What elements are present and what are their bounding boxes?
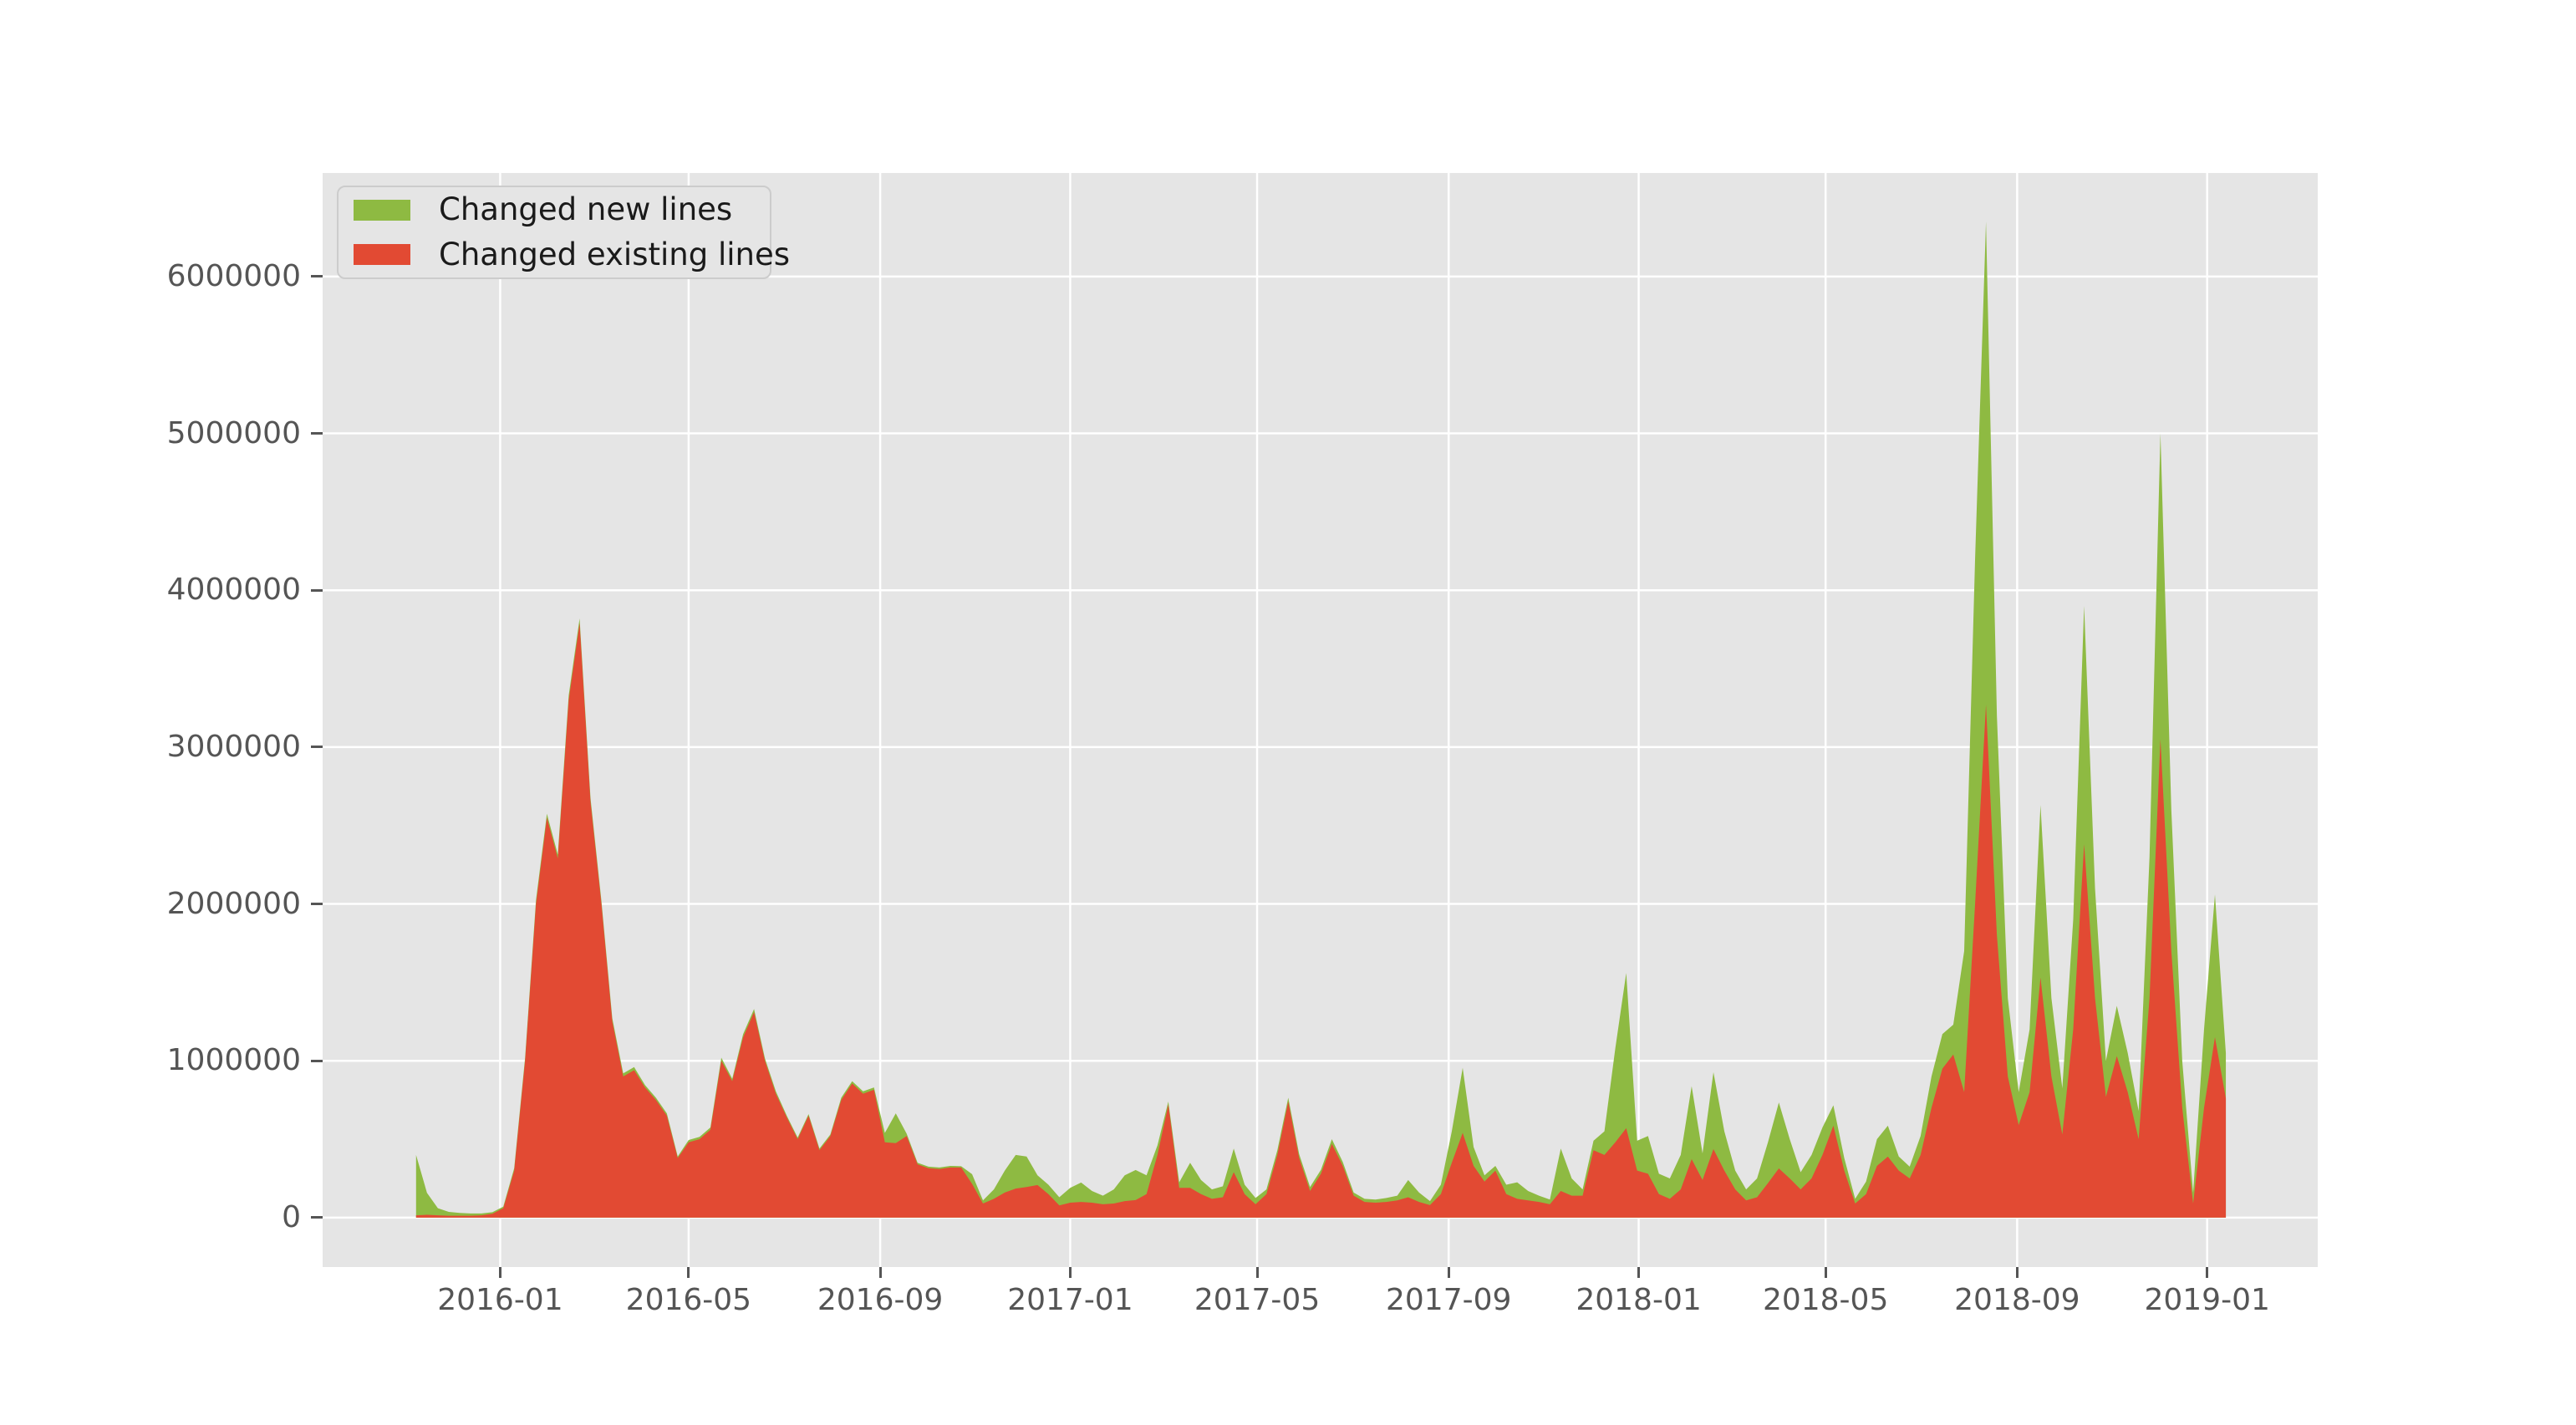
x-tick-mark bbox=[2015, 1267, 2019, 1278]
legend: Changed new lines Changed existing lines bbox=[337, 186, 790, 279]
x-tick-mark bbox=[687, 1267, 690, 1278]
x-tick-mark bbox=[1824, 1267, 1827, 1278]
area-existing-lines bbox=[415, 623, 2227, 1218]
x-tick-label: 2016-05 bbox=[625, 1283, 752, 1317]
legend-swatch-new-lines-icon bbox=[354, 199, 410, 221]
y-tick-mark bbox=[311, 275, 323, 278]
x-tick-mark bbox=[1447, 1267, 1450, 1278]
y-tick-label: 0 bbox=[282, 1199, 301, 1234]
legend-item-new-lines: Changed new lines bbox=[354, 191, 755, 228]
x-tick-label: 2017-09 bbox=[1386, 1283, 1512, 1317]
legend-label-new-lines: Changed new lines bbox=[439, 191, 733, 227]
x-tick-label: 2016-01 bbox=[437, 1283, 563, 1317]
x-tick-mark bbox=[1637, 1267, 1641, 1278]
x-tick-mark bbox=[498, 1267, 501, 1278]
legend-swatch-existing-lines-icon bbox=[354, 244, 410, 266]
y-tick-label: 3000000 bbox=[166, 729, 301, 764]
x-tick-label: 2018-05 bbox=[1762, 1283, 1889, 1317]
x-tick-mark bbox=[2206, 1267, 2209, 1278]
y-tick-mark bbox=[311, 746, 323, 749]
y-tick-mark bbox=[311, 1216, 323, 1219]
y-tick-mark bbox=[311, 588, 323, 592]
x-tick-mark bbox=[1255, 1267, 1259, 1278]
y-tick-label: 2000000 bbox=[166, 886, 301, 921]
x-tick-label: 2016-09 bbox=[817, 1283, 944, 1317]
legend-item-existing-lines: Changed existing lines bbox=[354, 237, 790, 273]
y-tick-label: 4000000 bbox=[166, 573, 301, 608]
y-tick-mark bbox=[311, 1059, 323, 1062]
legend-label-existing-lines: Changed existing lines bbox=[439, 236, 791, 272]
plot-area bbox=[323, 173, 2318, 1267]
x-tick-mark bbox=[878, 1267, 882, 1278]
x-tick-label: 2017-01 bbox=[1007, 1283, 1133, 1317]
x-tick-label: 2019-01 bbox=[2144, 1283, 2270, 1317]
y-tick-mark bbox=[311, 432, 323, 435]
x-tick-label: 2018-01 bbox=[1576, 1283, 1702, 1317]
x-tick-label: 2017-05 bbox=[1194, 1283, 1321, 1317]
y-tick-mark bbox=[311, 903, 323, 906]
y-tick-label: 1000000 bbox=[166, 1043, 301, 1078]
stacked-area-chart bbox=[323, 173, 2318, 1267]
y-tick-label: 6000000 bbox=[166, 258, 301, 293]
x-tick-label: 2018-09 bbox=[1954, 1283, 2080, 1317]
y-tick-label: 5000000 bbox=[166, 415, 301, 450]
x-tick-mark bbox=[1068, 1267, 1072, 1278]
